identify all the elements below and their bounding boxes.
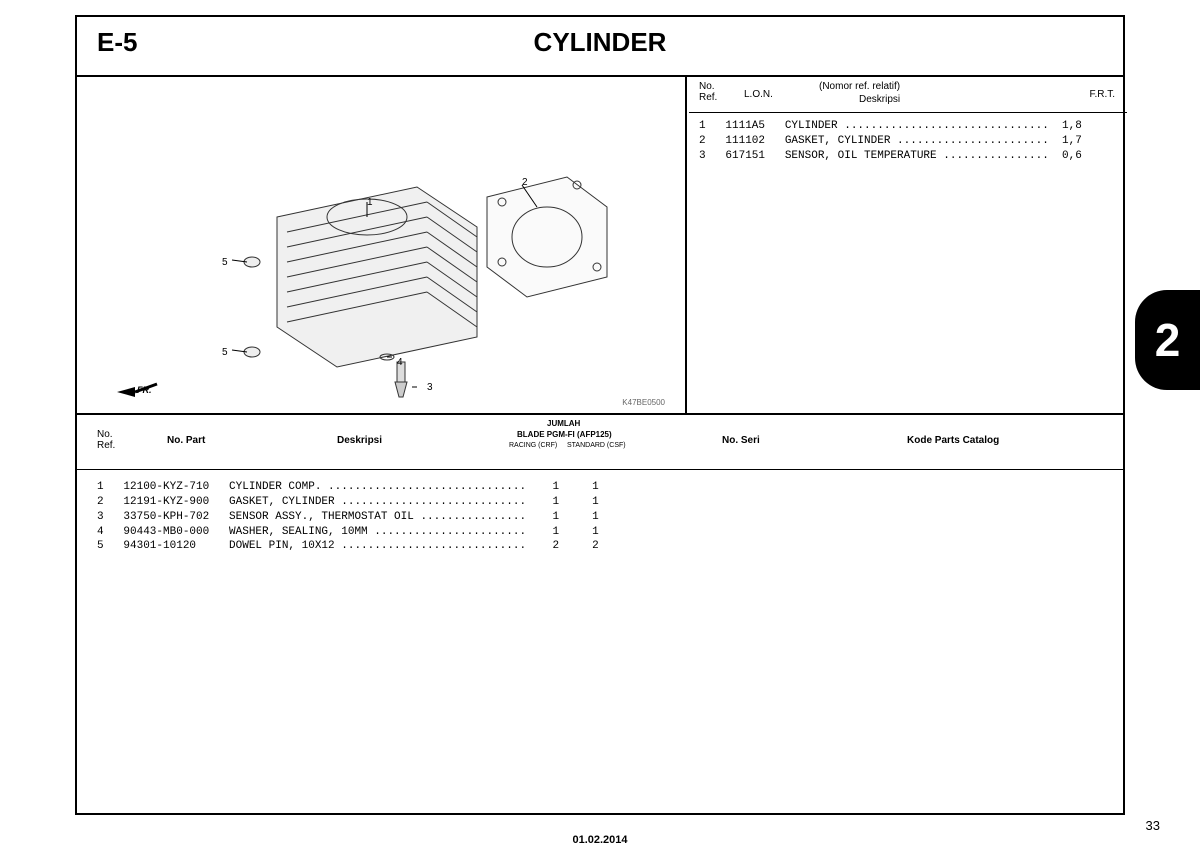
diagram-callout: 5 [222,347,228,358]
col-no-ref: No. Ref. [699,81,717,103]
col-standard: STANDARD (CSF) [567,442,626,449]
col-deskripsi: Deskripsi [859,94,900,105]
parts-row: 3 33750-KPH-702 SENSOR ASSY., THERMOSTAT… [97,510,1103,525]
col-jumlah: JUMLAH [547,419,580,428]
title-bar: E-5 CYLINDER [77,17,1123,77]
col-no-part: No. Part [167,435,205,446]
diagram-callout: 3 [427,382,433,393]
section-code: E-5 [97,27,137,58]
parts-row: 4 90443-MB0-000 WASHER, SEALING, 10MM ..… [97,525,1103,540]
col-kode: Kode Parts Catalog [907,435,999,446]
ref-row: 1 1111A5 CYLINDER ......................… [699,119,1117,134]
diagram-code: K47BE0500 [622,398,665,407]
parts-row: 5 94301-10120 DOWEL PIN, 10X12 .........… [97,539,1103,554]
diagram-area: 1 2 3 4 5 5 FR. K47BE0500 [77,77,687,415]
section-title: CYLINDER [77,17,1123,58]
ref-table-header: No. Ref. L.O.N. (Nomor ref. relatif) Des… [689,77,1127,113]
page-frame: E-5 CYLINDER [75,15,1125,815]
fr-label: FR. [137,385,152,395]
col-no-ref2: No. Ref. [97,429,115,451]
parts-row: 1 12100-KYZ-710 CYLINDER COMP. .........… [97,480,1103,495]
ref-row: 2 111102 GASKET, CYLINDER ..............… [699,134,1117,149]
cylinder-diagram [77,77,687,415]
diagram-callout: 5 [222,257,228,268]
col-lon: L.O.N. [744,89,773,100]
parts-table-header: No. Ref. No. Part Deskripsi JUMLAH BLADE… [77,415,1123,470]
col-frt: F.R.T. [1089,89,1115,100]
parts-row: 2 12191-KYZ-900 GASKET, CYLINDER .......… [97,495,1103,510]
col-no-seri: No. Seri [722,435,760,446]
col-racing: RACING (CRF) [509,442,557,449]
parts-table-body: 1 12100-KYZ-710 CYLINDER COMP. .........… [77,470,1123,564]
ref-row: 3 617151 SENSOR, OIL TEMPERATURE .......… [699,149,1117,164]
col-model: BLADE PGM-FI (AFP125) [517,430,612,439]
diagram-callout: 1 [367,197,373,208]
upper-section: 1 2 3 4 5 5 FR. K47BE0500 No. Ref. L.O.N. (No… [77,77,1123,415]
diagram-callout: 4 [397,357,403,368]
diagram-callout: 2 [522,177,528,188]
section-tab: 2 [1135,290,1200,390]
reference-area: No. Ref. L.O.N. (Nomor ref. relatif) Des… [689,77,1127,415]
publication-date: 01.02.2014 [0,834,1200,846]
page-number: 33 [1146,818,1160,833]
col-nomor: (Nomor ref. relatif) [819,81,900,92]
col-deskripsi2: Deskripsi [337,435,382,446]
ref-table-body: 1 1111A5 CYLINDER ......................… [689,113,1127,170]
